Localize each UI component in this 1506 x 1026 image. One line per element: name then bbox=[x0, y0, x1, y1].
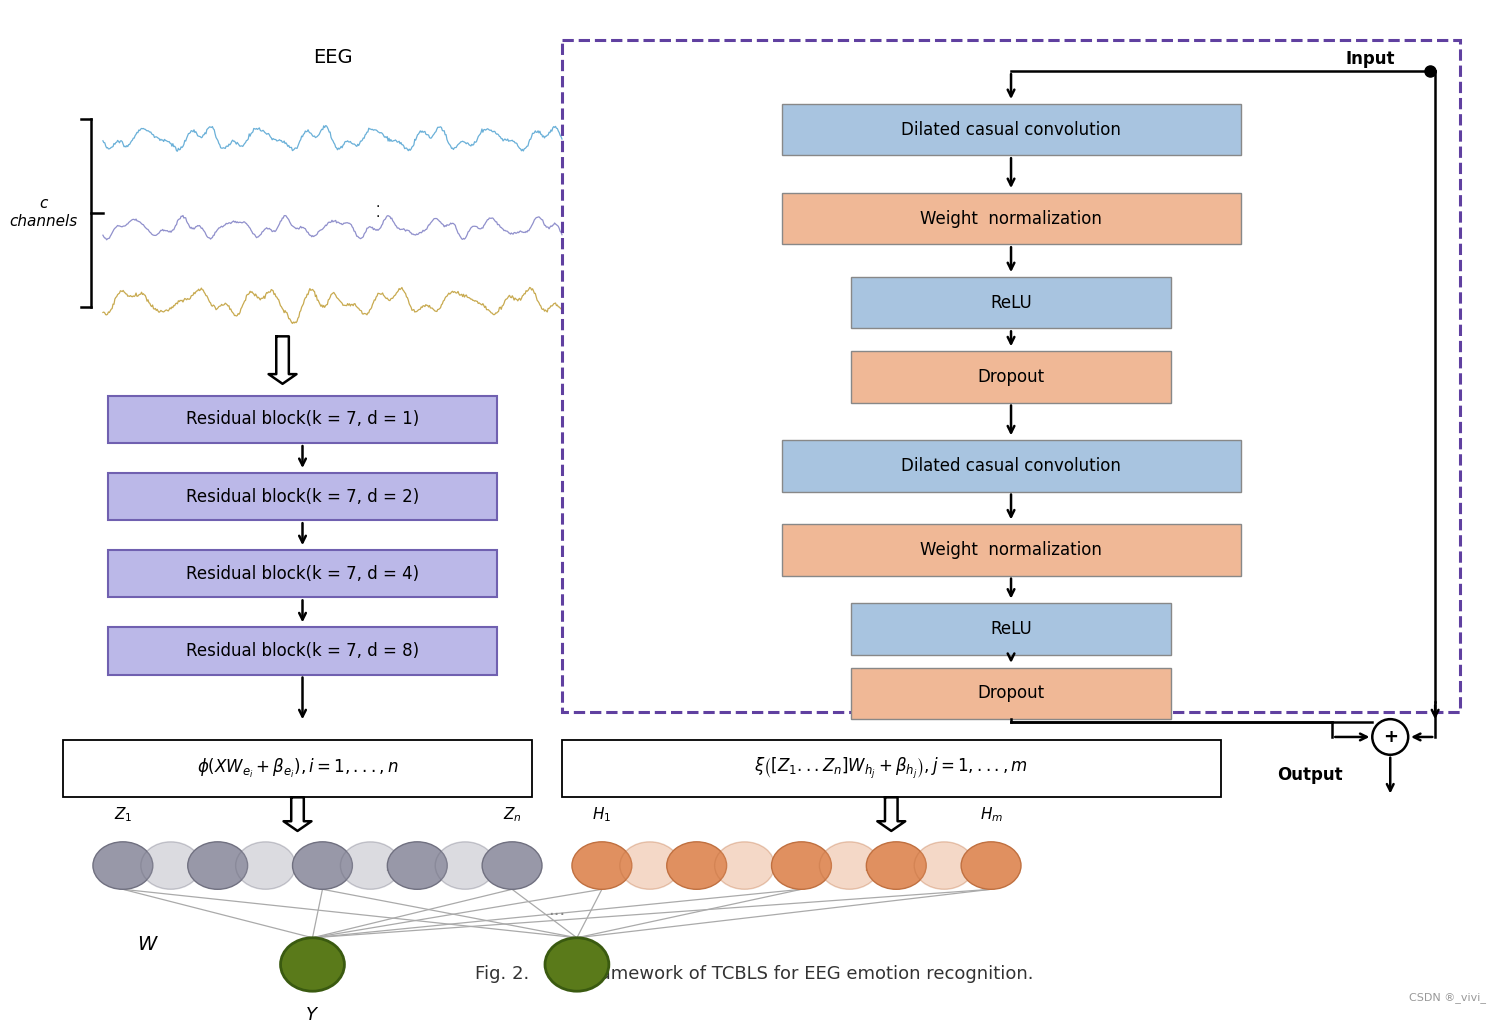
Text: Dilated casual convolution: Dilated casual convolution bbox=[901, 121, 1120, 139]
Ellipse shape bbox=[667, 841, 726, 890]
Text: ReLU: ReLU bbox=[989, 620, 1032, 638]
Text: ...: ... bbox=[548, 901, 566, 919]
Ellipse shape bbox=[435, 841, 495, 890]
Text: .: . bbox=[375, 196, 380, 209]
Text: $W$: $W$ bbox=[137, 935, 158, 954]
Text: Output: Output bbox=[1277, 765, 1343, 784]
Ellipse shape bbox=[340, 841, 401, 890]
Text: ...: ... bbox=[708, 857, 726, 874]
Ellipse shape bbox=[545, 938, 608, 991]
Ellipse shape bbox=[387, 841, 447, 890]
Bar bbox=[782, 193, 1241, 244]
Ellipse shape bbox=[866, 841, 926, 890]
Text: Weight  normalization: Weight normalization bbox=[920, 541, 1102, 559]
Bar bbox=[108, 550, 497, 597]
Text: Residual block(k = 7, d = 1): Residual block(k = 7, d = 1) bbox=[185, 410, 419, 429]
Ellipse shape bbox=[292, 841, 352, 890]
Text: Residual block(k = 7, d = 8): Residual block(k = 7, d = 8) bbox=[185, 642, 419, 660]
Text: Fig. 2.   The framework of TCBLS for EEG emotion recognition.: Fig. 2. The framework of TCBLS for EEG e… bbox=[476, 965, 1033, 983]
Bar bbox=[108, 396, 497, 443]
Text: Dilated casual convolution: Dilated casual convolution bbox=[901, 457, 1120, 475]
Ellipse shape bbox=[819, 841, 880, 890]
Bar bbox=[108, 627, 497, 675]
Bar bbox=[63, 740, 532, 797]
Text: $\xi\left([Z_1 ... Z_n]W_{h_j} + \beta_{h_j}\right), j = 1, ..., m$: $\xi\left([Z_1 ... Z_n]W_{h_j} + \beta_{… bbox=[755, 756, 1029, 781]
Ellipse shape bbox=[572, 841, 633, 890]
Ellipse shape bbox=[93, 841, 152, 890]
Ellipse shape bbox=[235, 841, 295, 890]
Text: $H_m$: $H_m$ bbox=[979, 805, 1003, 824]
Text: c
channels: c channels bbox=[9, 197, 77, 229]
Text: $H_1$: $H_1$ bbox=[592, 805, 611, 824]
Ellipse shape bbox=[620, 841, 679, 890]
Bar bbox=[851, 351, 1170, 402]
Ellipse shape bbox=[280, 938, 345, 991]
Bar bbox=[782, 104, 1241, 155]
Ellipse shape bbox=[188, 841, 247, 890]
Text: ...: ... bbox=[229, 857, 247, 874]
Text: ...: ... bbox=[863, 857, 880, 874]
Text: Weight  normalization: Weight normalization bbox=[920, 209, 1102, 228]
Bar bbox=[562, 40, 1461, 712]
Ellipse shape bbox=[482, 841, 542, 890]
Text: Residual block(k = 7, d = 2): Residual block(k = 7, d = 2) bbox=[185, 487, 419, 506]
Ellipse shape bbox=[914, 841, 974, 890]
Ellipse shape bbox=[142, 841, 200, 890]
Bar bbox=[108, 473, 497, 520]
Text: Dropout: Dropout bbox=[977, 684, 1045, 703]
Bar bbox=[782, 524, 1241, 576]
Bar bbox=[851, 668, 1170, 719]
Text: $\phi(XW_{e_i} + \beta_{e_i}), i = 1, ..., n$: $\phi(XW_{e_i} + \beta_{e_i}), i = 1, ..… bbox=[197, 757, 398, 780]
Text: EEG: EEG bbox=[313, 48, 352, 67]
Ellipse shape bbox=[771, 841, 831, 890]
Bar bbox=[851, 603, 1170, 655]
Text: CSDN ®_vivi_: CSDN ®_vivi_ bbox=[1410, 992, 1486, 1003]
Text: ReLU: ReLU bbox=[989, 293, 1032, 312]
Text: ...: ... bbox=[384, 857, 401, 874]
Text: Residual block(k = 7, d = 4): Residual block(k = 7, d = 4) bbox=[185, 564, 419, 583]
Bar bbox=[562, 740, 1220, 797]
Text: $Z_1$: $Z_1$ bbox=[113, 805, 133, 824]
Text: Dropout: Dropout bbox=[977, 368, 1045, 386]
Text: +: + bbox=[1383, 728, 1398, 746]
Bar bbox=[851, 277, 1170, 328]
Text: $Z_n$: $Z_n$ bbox=[503, 805, 521, 824]
Bar bbox=[782, 440, 1241, 491]
Ellipse shape bbox=[961, 841, 1021, 890]
Text: Input: Input bbox=[1345, 50, 1395, 69]
Ellipse shape bbox=[715, 841, 774, 890]
Text: $Y$: $Y$ bbox=[306, 1007, 319, 1024]
Text: .: . bbox=[375, 205, 380, 220]
